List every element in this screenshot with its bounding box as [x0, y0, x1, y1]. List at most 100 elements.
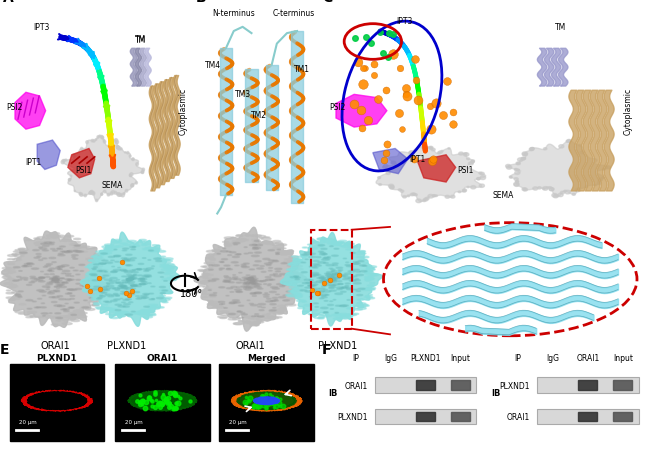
Circle shape: [506, 165, 511, 168]
Circle shape: [8, 259, 14, 260]
Circle shape: [365, 273, 374, 275]
Circle shape: [68, 279, 74, 281]
Circle shape: [27, 312, 36, 313]
Circle shape: [283, 282, 289, 283]
Circle shape: [267, 316, 275, 318]
Circle shape: [92, 268, 96, 269]
Text: Merged: Merged: [248, 353, 286, 362]
Circle shape: [15, 294, 20, 295]
Circle shape: [43, 267, 47, 268]
Circle shape: [131, 311, 135, 312]
Circle shape: [233, 323, 242, 325]
Circle shape: [365, 277, 372, 278]
Circle shape: [10, 279, 14, 280]
Circle shape: [79, 313, 87, 314]
Circle shape: [318, 317, 325, 318]
Circle shape: [317, 244, 324, 246]
Circle shape: [117, 147, 119, 149]
Circle shape: [121, 288, 128, 289]
Text: F: F: [322, 342, 332, 356]
Circle shape: [125, 282, 130, 283]
Circle shape: [533, 187, 538, 191]
Circle shape: [287, 251, 294, 252]
Circle shape: [139, 284, 146, 285]
Circle shape: [287, 259, 297, 261]
Circle shape: [284, 252, 293, 254]
Circle shape: [44, 274, 49, 275]
Polygon shape: [68, 149, 95, 178]
Circle shape: [92, 273, 95, 274]
Circle shape: [330, 280, 334, 281]
Circle shape: [367, 269, 374, 270]
Circle shape: [123, 299, 129, 301]
Circle shape: [246, 283, 252, 284]
Circle shape: [113, 293, 118, 295]
Circle shape: [259, 238, 263, 239]
Text: PLXND1: PLXND1: [36, 353, 77, 362]
Polygon shape: [336, 95, 387, 128]
Circle shape: [250, 280, 256, 281]
Circle shape: [227, 255, 231, 256]
Circle shape: [412, 193, 415, 196]
Circle shape: [244, 278, 251, 280]
Bar: [374, 377, 476, 393]
Circle shape: [133, 276, 136, 277]
Circle shape: [244, 279, 250, 281]
Circle shape: [116, 280, 120, 281]
Circle shape: [237, 287, 240, 288]
Circle shape: [83, 247, 90, 248]
Circle shape: [317, 292, 324, 293]
Circle shape: [126, 279, 133, 280]
Circle shape: [312, 243, 316, 244]
Circle shape: [233, 243, 240, 244]
Circle shape: [224, 245, 231, 247]
Circle shape: [127, 282, 135, 283]
Circle shape: [257, 268, 263, 270]
Circle shape: [73, 258, 78, 260]
Circle shape: [332, 271, 337, 272]
Circle shape: [318, 262, 326, 263]
Circle shape: [517, 170, 519, 172]
Circle shape: [149, 248, 158, 250]
Circle shape: [328, 305, 333, 306]
Circle shape: [1, 273, 8, 275]
Circle shape: [327, 277, 333, 278]
Circle shape: [27, 264, 34, 265]
Circle shape: [202, 274, 209, 275]
Circle shape: [242, 314, 248, 315]
Circle shape: [124, 193, 125, 195]
Circle shape: [199, 284, 203, 285]
Circle shape: [256, 236, 266, 238]
Circle shape: [20, 253, 27, 254]
Circle shape: [80, 271, 84, 272]
Circle shape: [289, 275, 298, 277]
Circle shape: [93, 256, 99, 258]
Circle shape: [136, 298, 142, 300]
Circle shape: [94, 294, 99, 295]
Circle shape: [99, 288, 104, 289]
Circle shape: [324, 301, 328, 302]
Circle shape: [270, 304, 276, 305]
Text: ORAI1: ORAI1: [40, 341, 70, 351]
Circle shape: [287, 265, 295, 267]
Circle shape: [52, 238, 57, 239]
Circle shape: [38, 317, 44, 318]
Circle shape: [124, 288, 128, 289]
Circle shape: [66, 299, 71, 300]
Circle shape: [341, 246, 350, 248]
Circle shape: [572, 194, 575, 196]
Circle shape: [246, 321, 251, 322]
Circle shape: [53, 280, 59, 281]
Polygon shape: [81, 233, 179, 327]
Circle shape: [344, 277, 351, 278]
Circle shape: [292, 289, 301, 291]
Circle shape: [365, 281, 370, 282]
Circle shape: [272, 261, 279, 263]
Circle shape: [119, 285, 126, 287]
Circle shape: [131, 285, 138, 287]
Circle shape: [8, 299, 15, 301]
Circle shape: [319, 291, 325, 292]
Circle shape: [237, 292, 242, 293]
Circle shape: [123, 248, 129, 250]
Circle shape: [245, 289, 251, 291]
